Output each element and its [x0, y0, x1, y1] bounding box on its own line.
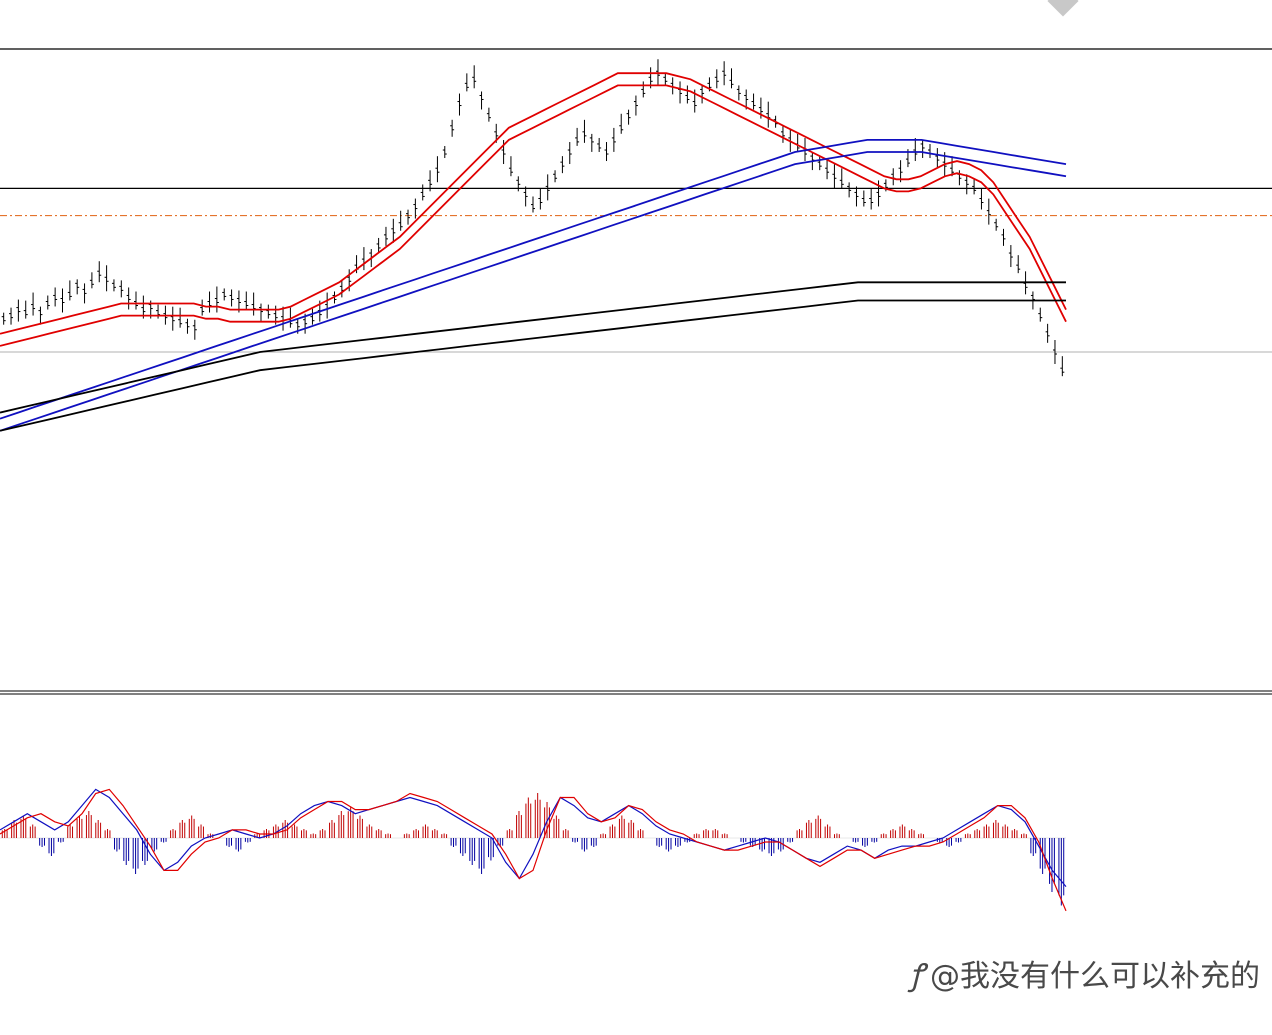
series-ma-black-upper — [0, 281, 1066, 414]
watermark-logo-icon: ꝭ — [909, 957, 924, 993]
series-ma-blue-lower — [0, 151, 1067, 432]
macd-signal-line — [0, 788, 1067, 912]
series-ma-red-lower — [0, 84, 1067, 347]
series-ma-blue-upper — [0, 138, 1067, 420]
watermark-text: @我没有什么可以补充的 — [930, 959, 1260, 994]
series-ma-black-lower — [0, 299, 1066, 432]
macd-macd-line — [0, 788, 1067, 887]
series-ma-red-upper — [0, 72, 1067, 335]
watermark: ꝭ @我没有什么可以补充的 — [910, 951, 1260, 995]
